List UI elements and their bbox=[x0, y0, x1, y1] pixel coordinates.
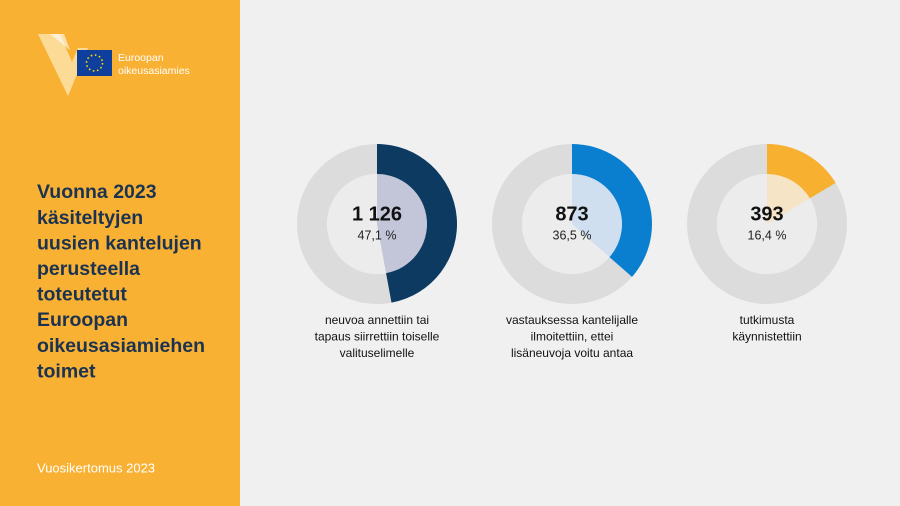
count: 873 bbox=[555, 203, 588, 225]
count: 393 bbox=[750, 203, 783, 225]
logo-text: Euroopan bbox=[118, 52, 164, 64]
caption: ilmoitettiin, ettei bbox=[531, 330, 614, 344]
logo: Euroopan oikeusasiamies bbox=[38, 34, 190, 96]
logo-mark bbox=[50, 34, 70, 50]
eu-flag bbox=[77, 50, 112, 76]
eu-stars bbox=[85, 54, 104, 72]
caption: neuvoa annettiin tai bbox=[325, 313, 429, 327]
title-line: toteutetut bbox=[37, 284, 127, 306]
title-line: oikeusasiamiehen bbox=[37, 335, 205, 357]
title-line: Euroopan bbox=[37, 309, 128, 331]
inner-wedge bbox=[572, 174, 622, 258]
donut-segment bbox=[572, 144, 652, 277]
inner-wedge bbox=[377, 174, 427, 274]
percent-label: 47,1 % bbox=[358, 228, 397, 242]
caption: vastauksessa kantelijalle bbox=[506, 313, 638, 327]
count: 1 126 bbox=[352, 203, 402, 225]
caption: tapaus siirrettiin toiselle bbox=[315, 330, 440, 344]
donut-segment bbox=[767, 144, 836, 199]
footer: Vuosikertomus 2023 bbox=[37, 460, 155, 475]
inner-wedge bbox=[767, 174, 810, 224]
percent-label: 16,4 % bbox=[748, 228, 787, 242]
title-line: Vuonna 2023 bbox=[37, 181, 157, 203]
title-line: uusien kantelujen bbox=[37, 232, 202, 254]
title-line: käsiteltyjen bbox=[37, 207, 143, 229]
logo-mark bbox=[38, 34, 88, 96]
caption: valituselimelle bbox=[340, 346, 415, 360]
logo-text: oikeusasiamies bbox=[118, 65, 190, 77]
donut-segment bbox=[377, 144, 458, 303]
title: Vuonna 2023 käsiteltyjen uusien kantelujen… bbox=[37, 181, 205, 382]
caption: tutkimusta bbox=[740, 313, 795, 327]
percent-label: 36,5 % bbox=[553, 228, 592, 242]
sidebar bbox=[0, 0, 240, 506]
title-line: perusteella bbox=[37, 258, 140, 280]
title-line: toimet bbox=[37, 360, 96, 382]
caption: käynnistettiin bbox=[732, 330, 801, 344]
caption: lisäneuvoja voitu antaa bbox=[511, 346, 633, 360]
